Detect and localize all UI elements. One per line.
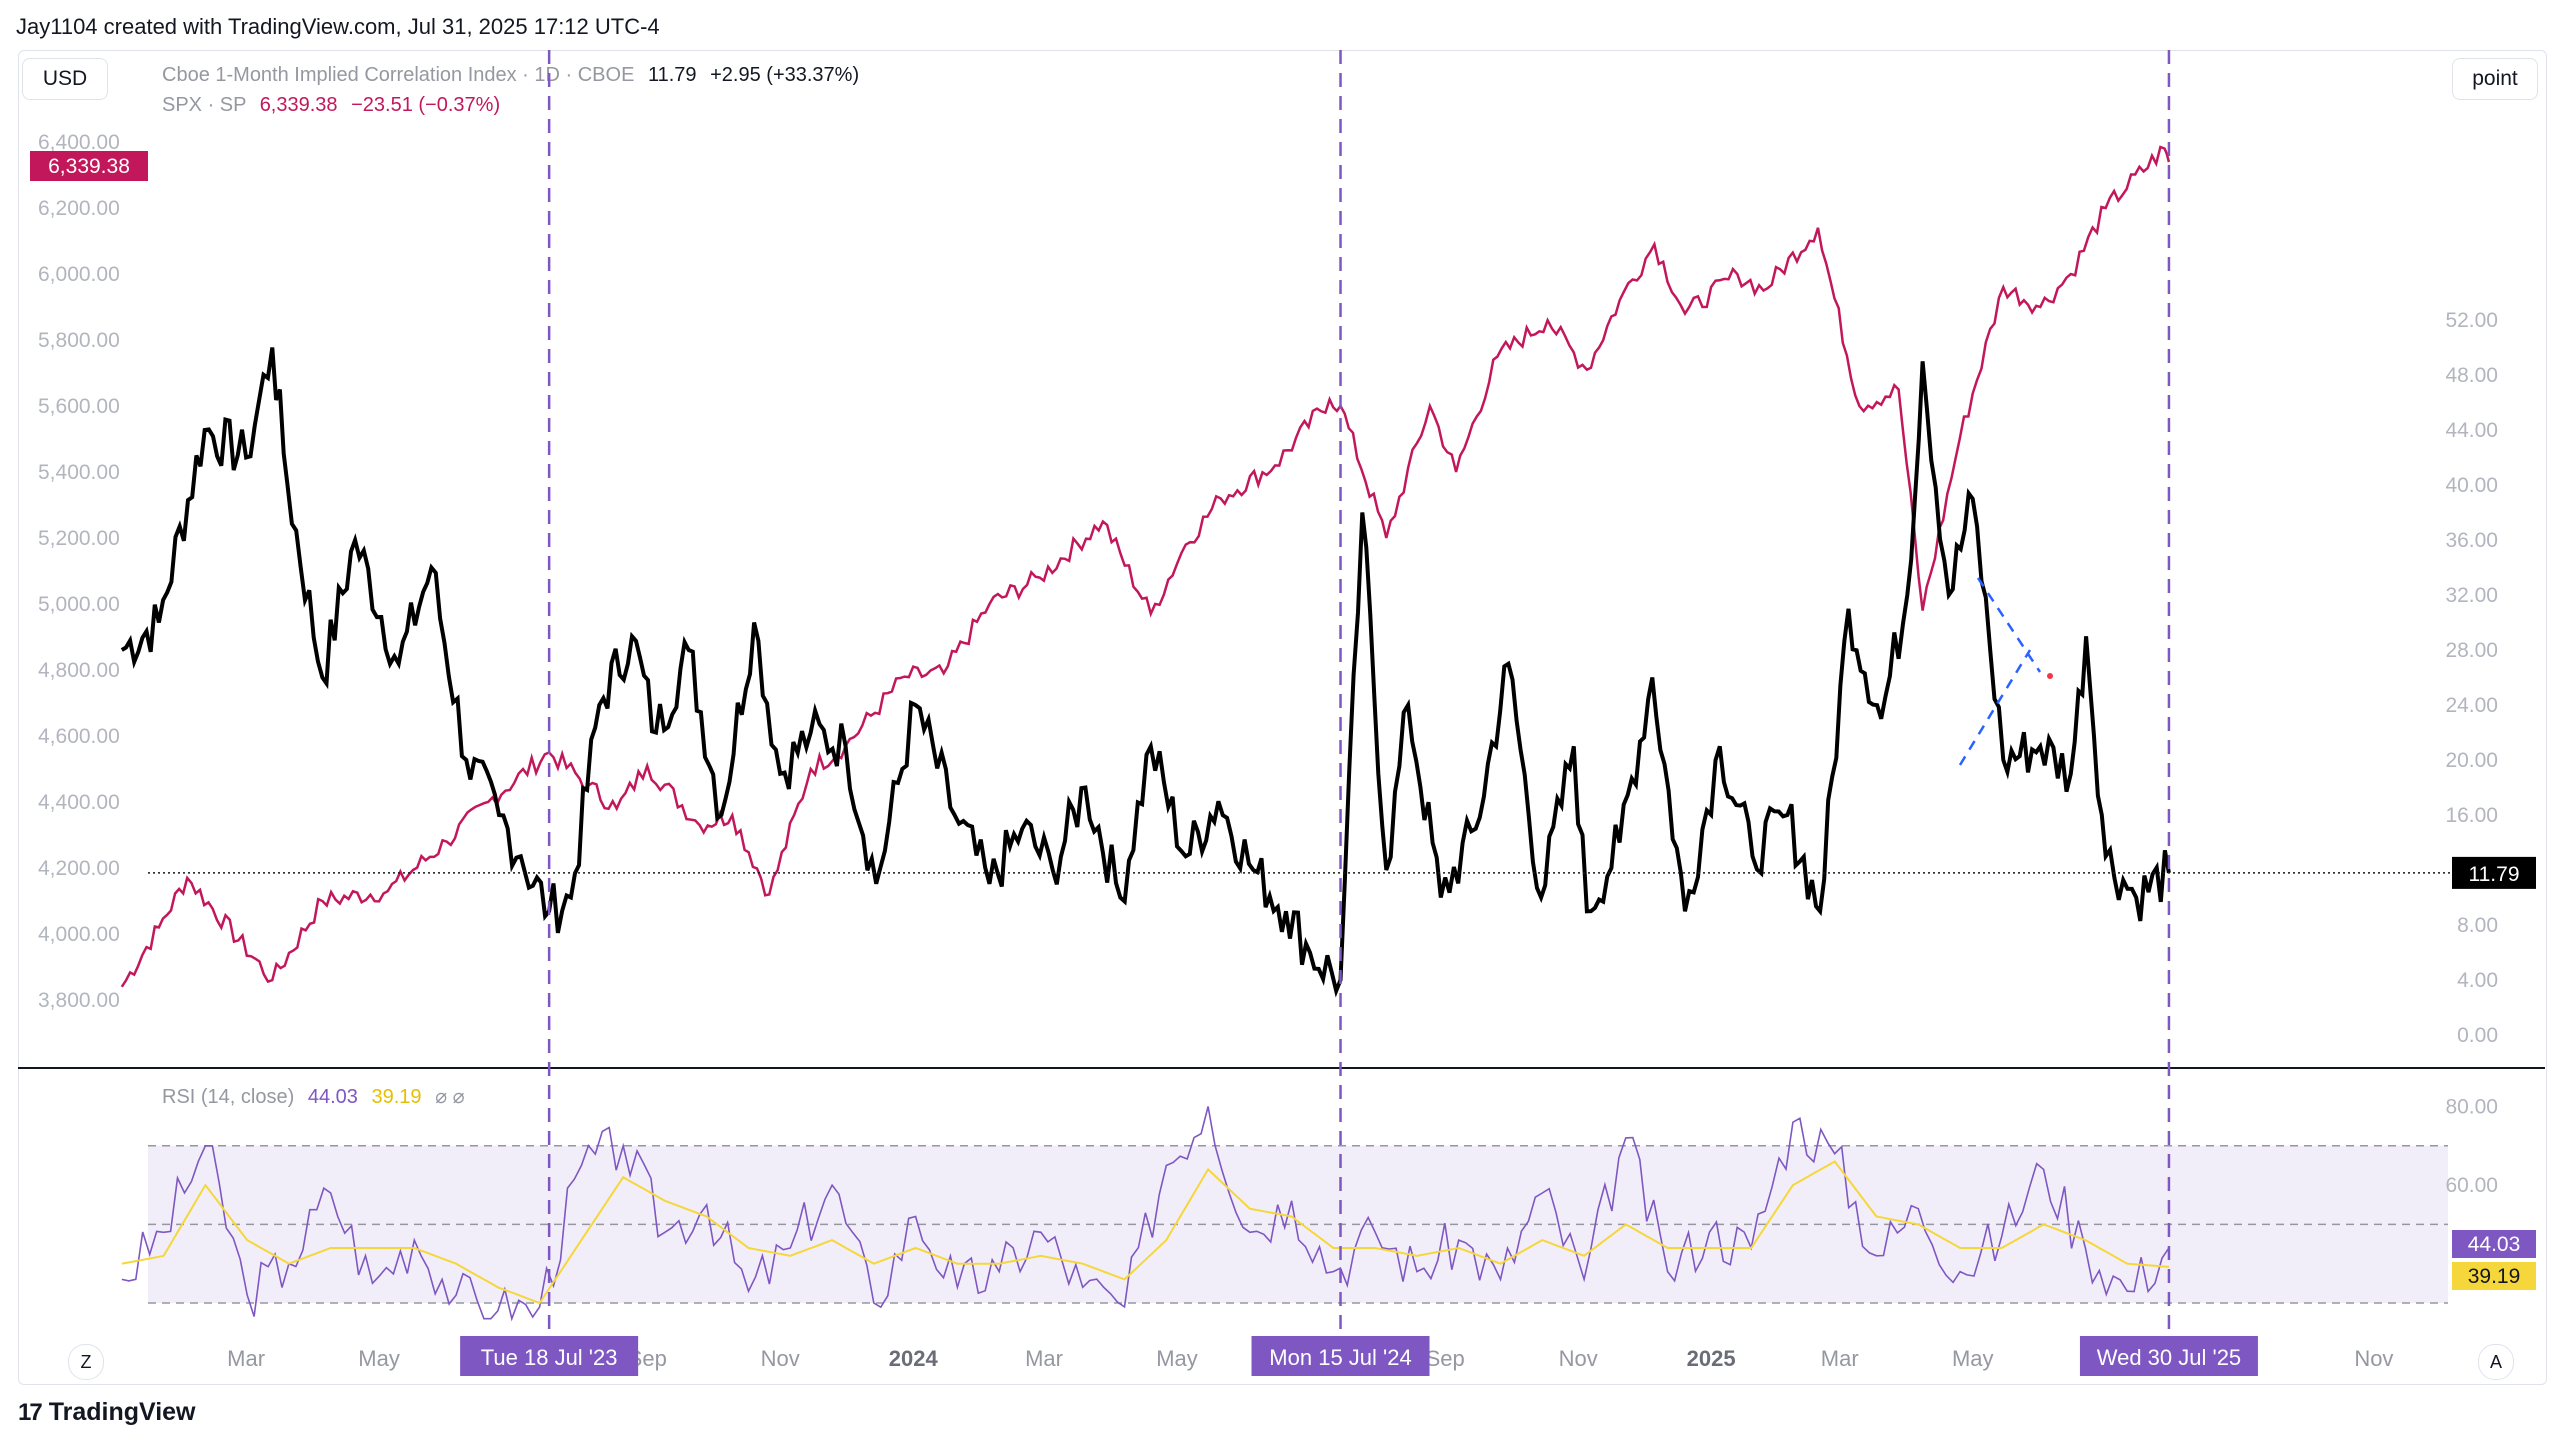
rsi-legend: RSI (14, close) 44.03 39.19 ⌀ ⌀ <box>162 1084 465 1109</box>
spx-series-value: 6,339.38 <box>259 94 338 116</box>
right-axis-tick: 8.00 <box>2457 914 2498 937</box>
chart-credit: Jay1104 created with TradingView.com, Ju… <box>16 14 660 39</box>
left-axis-tick: 3,800.00 <box>38 989 120 1012</box>
date-marker-badge <box>2079 1336 2258 1376</box>
rsi-ma-price-badge <box>2452 1262 2536 1290</box>
rsi-ma-price-label: 39.19 <box>2468 1265 2521 1288</box>
x-axis-tick: Mar <box>227 1346 265 1371</box>
date-marker-label: Mon 15 Jul '24 <box>1269 1345 1411 1370</box>
zoom-left-button[interactable]: Z <box>68 1344 104 1380</box>
x-axis-tick: Nov <box>1559 1346 1598 1371</box>
corr-price-badge <box>2452 856 2536 889</box>
left-axis-tick: 5,200.00 <box>38 527 120 550</box>
rsi-value: 44.03 <box>307 1086 358 1108</box>
tradingview-brand-name: TradingView <box>48 1398 196 1426</box>
main-series-legend: Cboe 1-Month Implied Correlation Index ·… <box>162 64 859 87</box>
spx-series-change: −23.51 (−0.37%) <box>351 94 501 116</box>
drawing-line <box>1976 577 2042 673</box>
right-axis-tick: 16.00 <box>2445 804 2498 827</box>
tradingview-branding[interactable]: 17 TradingView <box>18 1398 196 1427</box>
right-axis-tick: 32.00 <box>2445 584 2498 607</box>
x-axis-tick: Nov <box>761 1346 800 1371</box>
x-axis-tick: May <box>358 1346 400 1371</box>
date-marker-label: Tue 18 Jul '23 <box>481 1345 618 1370</box>
x-axis-tick: 2024 <box>889 1346 939 1371</box>
x-axis-tick: 2025 <box>1687 1346 1736 1371</box>
right-axis-tick: 48.00 <box>2445 364 2498 387</box>
drawing-point <box>2047 673 2053 679</box>
rsi-axis-tick: 80.00 <box>2445 1096 2498 1119</box>
drawing-line <box>1958 649 2032 766</box>
left-axis-tick: 4,200.00 <box>38 857 120 880</box>
spx-series-name: SPX · SP <box>162 94 247 116</box>
x-axis-tick: Mar <box>1821 1346 1859 1371</box>
rsi-ma-line <box>121 1160 2169 1305</box>
left-axis-tick: 6,200.00 <box>38 197 120 220</box>
rsi-settings-icons[interactable]: ⌀ ⌀ <box>435 1086 465 1108</box>
rsi-label: RSI (14, close) <box>162 1086 295 1108</box>
main-series-change: +2.95 (+33.37%) <box>710 64 860 86</box>
right-axis-tick: 28.00 <box>2445 639 2498 662</box>
date-marker-badge <box>1251 1336 1430 1376</box>
x-axis-tick: May <box>1952 1346 1994 1371</box>
rsi-axis-tick: 60.00 <box>2445 1174 2498 1197</box>
right-axis-tick: 40.00 <box>2445 474 2498 497</box>
left-axis-tick: 6,000.00 <box>38 263 120 286</box>
right-axis-tick: 36.00 <box>2445 529 2498 552</box>
rsi-price-label: 44.03 <box>2468 1233 2521 1256</box>
rsi-line <box>121 1106 2170 1322</box>
left-axis-tick: 4,600.00 <box>38 725 120 748</box>
currency-button[interactable]: USD <box>22 58 108 100</box>
right-axis-tick: 44.00 <box>2445 419 2498 442</box>
tradingview-logo-icon: 17 <box>18 1398 43 1426</box>
main-series-value: 11.79 <box>647 64 697 86</box>
spx-price-badge <box>30 151 148 181</box>
right-axis-tick: 20.00 <box>2445 749 2498 772</box>
left-axis-tick: 5,800.00 <box>38 329 120 352</box>
rsi-ma-value: 39.19 <box>371 1086 422 1108</box>
right-axis-tick: 24.00 <box>2445 694 2498 717</box>
right-axis-tick: 4.00 <box>2457 969 2498 992</box>
x-axis-tick: Mar <box>1025 1346 1063 1371</box>
left-axis-tick: 4,400.00 <box>38 791 120 814</box>
left-axis-tick: 6,400.00 <box>38 131 120 154</box>
main-series-name: Cboe 1-Month Implied Correlation Index ·… <box>162 64 635 86</box>
implied-correlation-line <box>120 347 2171 998</box>
left-axis-tick: 5,600.00 <box>38 395 120 418</box>
date-marker-badge <box>460 1336 639 1376</box>
chart-container <box>18 50 2547 1385</box>
left-axis-tick: 5,400.00 <box>38 461 120 484</box>
rsi-price-badge <box>2452 1230 2536 1258</box>
right-axis-tick: 52.00 <box>2445 309 2498 332</box>
left-axis-tick: 5,000.00 <box>38 593 120 616</box>
x-axis-tick: Nov <box>2354 1346 2393 1371</box>
right-axis-tick: 0.00 <box>2457 1024 2498 1047</box>
x-axis-tick: May <box>1156 1346 1198 1371</box>
spx-price-label: 6,339.38 <box>48 155 130 178</box>
auto-scale-button[interactable]: A <box>2478 1344 2514 1380</box>
left-axis-tick: 4,000.00 <box>38 923 120 946</box>
corr-price-label: 11.79 <box>2469 863 2520 886</box>
left-axis-tick: 4,800.00 <box>38 659 120 682</box>
x-axis-tick: Sep <box>1426 1346 1465 1371</box>
date-marker-label: Wed 30 Jul '25 <box>2097 1345 2241 1370</box>
scale-mode-button[interactable]: point <box>2452 58 2538 100</box>
spx-series-legend: SPX · SP 6,339.38 −23.51 (−0.37%) <box>162 94 500 117</box>
spx-line <box>120 145 2171 988</box>
